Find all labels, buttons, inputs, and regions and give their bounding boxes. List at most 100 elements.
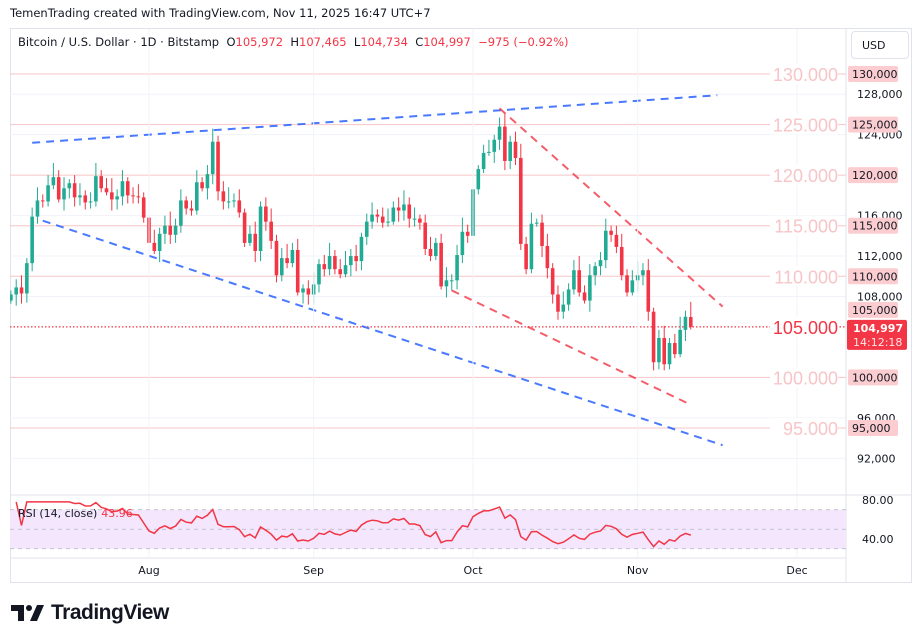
symbol-name[interactable]: Bitcoin / U.S. Dollar · 1D · Bitstamp: [18, 35, 220, 49]
change-value: −975 (−0.92%): [478, 35, 569, 49]
candle-body: [301, 288, 305, 293]
candle-body: [593, 266, 597, 276]
candle-body: [35, 200, 40, 217]
candle-body: [94, 176, 98, 202]
level-axis-label: 115,000: [852, 220, 898, 233]
candle-body: [407, 204, 412, 219]
candle-body: [306, 288, 311, 295]
candle-body: [125, 181, 130, 196]
candle-body: [338, 269, 343, 275]
candle-body: [572, 270, 576, 290]
candle-body: [609, 230, 613, 235]
candle-body: [279, 258, 284, 276]
candle-body: [72, 183, 77, 198]
candle-body: [529, 223, 534, 270]
candle-body: [524, 243, 528, 270]
candle-body: [481, 152, 486, 170]
time-axis-label: Nov: [627, 564, 649, 577]
candle-body: [136, 196, 141, 198]
trendline-red: [498, 107, 724, 308]
candle-body: [168, 225, 173, 235]
chart-panel[interactable]: [10, 28, 912, 583]
candle-body: [179, 200, 183, 226]
candle-body: [667, 343, 672, 365]
candle-body: [418, 218, 422, 223]
candle-body: [673, 343, 677, 355]
candle-body: [678, 329, 682, 355]
time-axis-label: Oct: [463, 564, 483, 577]
candle-body: [455, 255, 459, 281]
candle-body: [157, 233, 162, 251]
candle-body: [577, 270, 582, 293]
candle-body: [253, 233, 258, 251]
rsi-value: 43.96: [101, 507, 133, 520]
candle-body: [62, 188, 66, 200]
candle-body: [115, 196, 119, 200]
candle-body: [221, 191, 226, 202]
price-axis-label: 112,000: [857, 250, 903, 263]
candle-body: [40, 200, 45, 202]
candle-body: [14, 287, 19, 295]
level-axis-label: 110,000: [852, 270, 898, 283]
level-label: 95.000: [783, 419, 838, 439]
candle-body: [476, 169, 481, 190]
level-axis-badge: [848, 217, 898, 234]
price-axis-label: 108,000: [857, 291, 903, 304]
candle-body: [269, 221, 273, 241]
level-label: 130.000: [773, 65, 838, 85]
candle-body: [396, 207, 401, 211]
candle-body: [264, 206, 268, 222]
level-label-bg: [770, 367, 838, 388]
candle-body: [598, 260, 603, 267]
candle-body: [104, 188, 109, 193]
candle-body: [25, 263, 29, 294]
low-label: L: [353, 35, 361, 49]
countdown-timer: 14:12:18: [853, 336, 902, 349]
last-price-badge: [847, 319, 907, 350]
candle-body: [503, 126, 507, 161]
currency-button[interactable]: USD: [851, 31, 909, 59]
level-label-bg: [770, 64, 838, 84]
candle-body: [184, 200, 188, 209]
candle-body: [630, 280, 635, 293]
candle-body: [513, 141, 518, 158]
level-label: 110.000: [774, 267, 838, 287]
open-label: O: [226, 35, 236, 49]
level-axis-label: 130,000: [852, 68, 898, 81]
level-axis-label: 120,000: [852, 169, 898, 182]
level-axis-badge: [848, 66, 898, 82]
candle-body: [391, 207, 396, 222]
level-axis-badge: [848, 116, 898, 133]
candle-body: [322, 264, 327, 270]
chart-credit: TemenTrading created with TradingView.co…: [10, 6, 431, 20]
open-value: 105,972: [235, 35, 284, 49]
candle-body: [359, 236, 364, 262]
candle-body: [683, 316, 688, 330]
close-label: C: [415, 35, 424, 49]
candle-body: [30, 216, 34, 264]
price-axis-label: 92,000: [857, 452, 896, 465]
candle-body: [380, 216, 385, 223]
candle-body: [274, 240, 279, 276]
candle-body: [386, 221, 390, 223]
candle-body: [540, 222, 544, 246]
level-axis-badge: [848, 268, 898, 285]
tradingview-logo[interactable]: TradingView: [11, 601, 169, 625]
time-axis-label: Aug: [138, 564, 159, 577]
candle-body: [10, 294, 13, 301]
candle-body: [428, 248, 433, 257]
candle-body: [460, 231, 465, 256]
candle-body: [651, 311, 656, 363]
candle-body: [333, 256, 337, 270]
candle-body: [561, 304, 566, 312]
level-axis-label: 95,000: [852, 422, 891, 435]
candle-body: [56, 177, 61, 200]
symbol-legend: Bitcoin / U.S. Dollar · 1D · Bitstamp O1…: [18, 35, 569, 49]
candle-body: [603, 230, 608, 261]
level-axis-badge: [848, 167, 898, 184]
candle-body: [195, 182, 199, 211]
candle-body: [51, 177, 56, 186]
candle-body: [19, 287, 24, 294]
candle-body: [465, 231, 470, 236]
